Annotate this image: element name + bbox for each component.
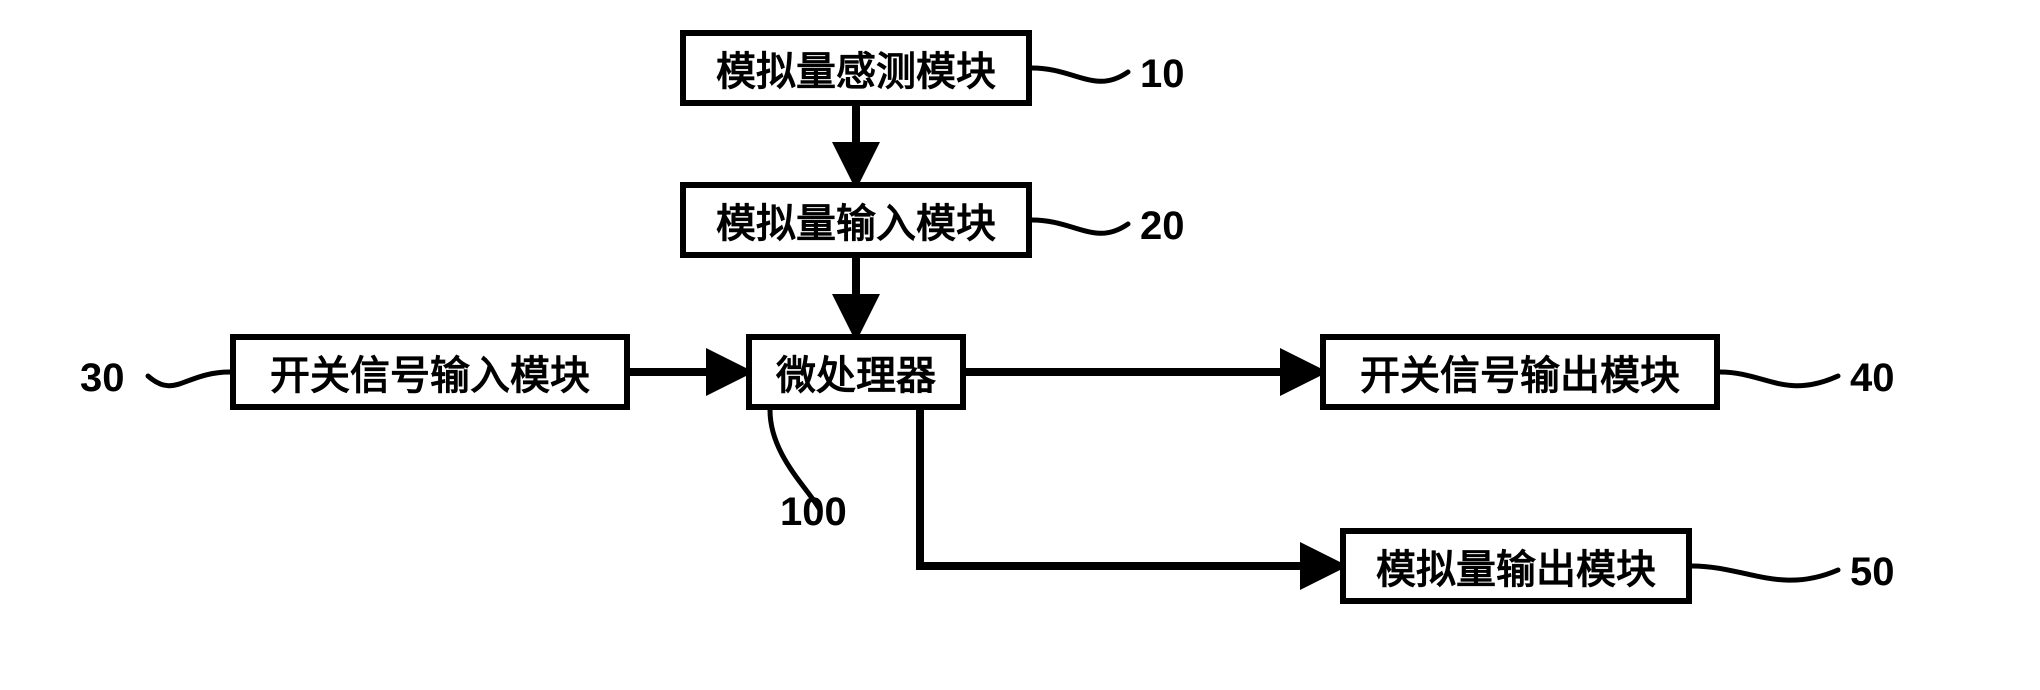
diagram-canvas: 模拟量感测模块 10 模拟量输入模块 20 开关信号输入模块 30 微处理器 100 开关信号输…: [0, 0, 2040, 690]
node-n30: 开关信号输入模块: [230, 334, 630, 410]
ref-label-n40: 40: [1850, 356, 1895, 401]
node-n100: 微处理器: [746, 334, 966, 410]
node-n20: 模拟量输入模块: [680, 182, 1032, 258]
ref-leader-n50: [1692, 566, 1838, 580]
node-label: 模拟量输入模块: [716, 191, 996, 249]
ref-leader-n30: [148, 372, 230, 386]
node-label: 模拟量感测模块: [716, 39, 996, 97]
ref-label-n20: 20: [1140, 204, 1185, 249]
node-n40: 开关信号输出模块: [1320, 334, 1720, 410]
node-label: 开关信号输入模块: [270, 343, 590, 401]
ref-leader-n10: [1032, 68, 1128, 81]
ref-leader-n20: [1032, 220, 1128, 233]
edge-n100-n50: [920, 410, 1340, 566]
node-label: 微处理器: [776, 343, 936, 401]
ref-label-n50: 50: [1850, 550, 1895, 595]
node-n10: 模拟量感测模块: [680, 30, 1032, 106]
ref-label-n30: 30: [80, 356, 125, 401]
node-label: 开关信号输出模块: [1360, 343, 1680, 401]
ref-label-n10: 10: [1140, 52, 1185, 97]
ref-label-n100: 100: [780, 490, 847, 535]
node-n50: 模拟量输出模块: [1340, 528, 1692, 604]
ref-leader-n40: [1720, 372, 1838, 386]
node-label: 模拟量输出模块: [1376, 537, 1656, 595]
